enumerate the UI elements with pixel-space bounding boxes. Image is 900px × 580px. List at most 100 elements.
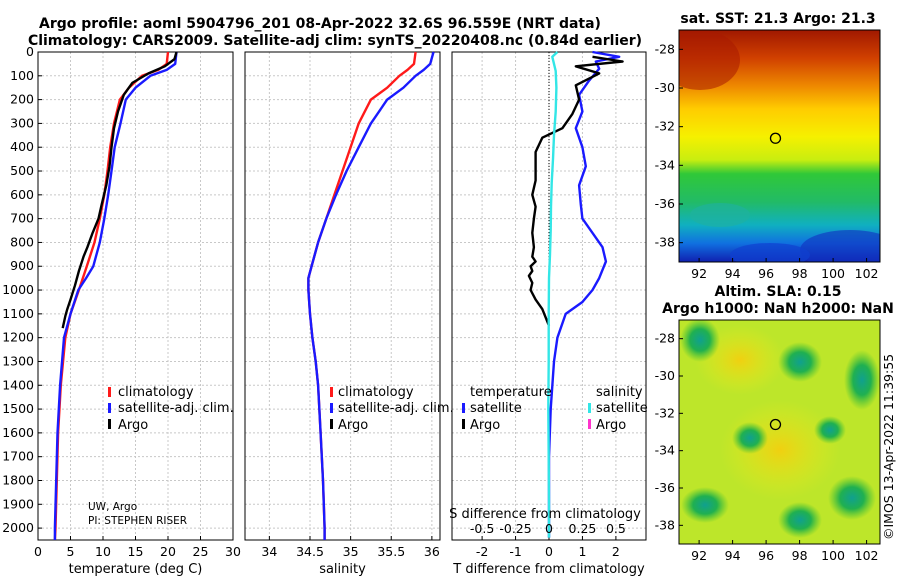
x-tick-label: 2 xyxy=(612,544,620,559)
legend-title-temperature: temperature xyxy=(470,385,552,400)
map-x-tick-label: 98 xyxy=(792,548,808,563)
sla-eddy xyxy=(814,416,846,444)
x-tick-label: 10 xyxy=(95,544,111,559)
top-tick-label: -0.5 xyxy=(470,521,494,536)
y-tick-label: 200 xyxy=(10,92,34,107)
sla-map-ticks: 92 94 96 98 100 102 -28 -30 -32 -34 -36 -38 xyxy=(655,331,879,563)
legend-label-argo: Argo xyxy=(118,418,148,433)
y-tick-label: 900 xyxy=(10,258,34,273)
legend-label-climatology: climatology xyxy=(118,385,194,400)
y-tick-label: 1100 xyxy=(2,306,34,321)
legend-swatch-climatology xyxy=(108,387,111,397)
legend-label-argo: Argo xyxy=(338,418,368,433)
series-line-temperature-argo xyxy=(527,55,624,327)
sla-map-frame xyxy=(678,319,881,545)
difference-legend: temperature satellite Argo salinity sate… xyxy=(462,385,648,433)
sla-eddy xyxy=(680,320,720,362)
sla-eddy xyxy=(778,342,822,382)
series-line-climatology xyxy=(307,51,417,540)
temperature-legend: climatology satellite-adj. clim. Argo xyxy=(108,385,234,433)
x-tick-label: 5 xyxy=(67,544,75,559)
y-tick-label: 100 xyxy=(10,68,34,83)
annotation-source: UW, Argo xyxy=(88,501,137,513)
legend-swatch-sal-argo xyxy=(588,419,591,429)
y-tick-label: 2000 xyxy=(2,520,34,535)
x-axis-label: salinity xyxy=(319,562,366,577)
sst-teal-patch xyxy=(690,203,750,227)
map-x-tick-label: 96 xyxy=(758,266,774,281)
x-axis-label: temperature (deg C) xyxy=(69,562,203,577)
map-x-tick-label: 102 xyxy=(855,266,879,281)
sla-eddy xyxy=(778,502,822,538)
sla-eddy xyxy=(681,487,729,523)
map-x-tick-label: 98 xyxy=(792,266,808,281)
top-axis-ticks: -0.5 -0.25 0 0.25 0.5 xyxy=(470,521,626,536)
legend-title-salinity: salinity xyxy=(596,385,643,400)
sst-cold-patch xyxy=(730,243,810,262)
sla-eddy xyxy=(828,476,876,520)
legend-swatch-argo xyxy=(108,419,111,429)
sst-map-frame xyxy=(678,29,881,263)
sla-map xyxy=(679,320,880,544)
legend-label-temp-satellite: satellite xyxy=(470,401,522,416)
legend-swatch-temp-satellite xyxy=(462,403,465,413)
axes-frame xyxy=(244,51,441,541)
series-line-salinity-satellite xyxy=(547,51,559,538)
map-x-tick-label: 96 xyxy=(758,548,774,563)
sst-warm-patch xyxy=(679,30,740,90)
y-tick-label: 1700 xyxy=(2,449,34,464)
y-tick-label: 0 xyxy=(26,44,34,59)
x-tick-label: -1 xyxy=(509,544,521,559)
top-tick-label: 0 xyxy=(545,521,553,536)
y-tick-label: 1600 xyxy=(2,425,34,440)
legend-label-sal-argo: Argo xyxy=(596,418,626,433)
temperature-panel: 0 5 10 15 20 25 30 temperature (deg C) 0 100 200 30… xyxy=(2,44,241,577)
x-tick-label: 1 xyxy=(578,544,586,559)
map-x-tick-label: 92 xyxy=(691,266,707,281)
x-tick-label: -2 xyxy=(476,544,488,559)
y-tick-label: 1500 xyxy=(2,401,34,416)
map-x-tick-label: 100 xyxy=(821,266,845,281)
y-tick-label: 1400 xyxy=(2,377,34,392)
map-y-tick-label: -34 xyxy=(655,157,675,172)
x-tick-label: 36 xyxy=(424,544,440,559)
salinity-panel: 34 34.5 35 35.5 36 salinity xyxy=(244,51,441,577)
series-line-satellite-adj-clim- xyxy=(307,51,435,540)
top-tick-label: -0.25 xyxy=(499,521,531,536)
sla-map-title-1: Altim. SLA: 0.15 xyxy=(714,284,841,300)
sst-map-ticks: 92 94 96 98 100 102 -28 -30 -32 -34 -36 -38 xyxy=(655,41,879,281)
legend-swatch-argo xyxy=(330,419,333,429)
legend-label-satellite: satellite-adj. clim. xyxy=(338,401,454,416)
map-y-tick-label: -28 xyxy=(655,41,675,56)
x-tick-label: 34 xyxy=(261,544,277,559)
legend-swatch-satellite xyxy=(108,403,111,413)
title-line-2: Climatology: CARS2009. Satellite-adj cli… xyxy=(28,33,642,49)
map-y-tick-label: -38 xyxy=(655,235,675,250)
legend-swatch-climatology xyxy=(330,387,333,397)
y-tick-label: 1300 xyxy=(2,353,34,368)
series-line-temperature-satellite xyxy=(547,50,621,538)
legend-label-satellite: satellite-adj. clim. xyxy=(118,401,234,416)
x-axis-label: T difference from climatology xyxy=(452,562,645,577)
annotation-pi: PI: STEPHEN RISER xyxy=(88,515,187,527)
map-y-tick-label: -36 xyxy=(655,196,675,211)
y-tick-label: 1800 xyxy=(2,472,34,487)
legend-label-temp-argo: Argo xyxy=(470,418,500,433)
top-tick-label: 0.5 xyxy=(606,521,626,536)
x-tick-label: 0 xyxy=(545,544,553,559)
series-line-satellite-adj-clim- xyxy=(53,51,178,540)
y-tick-label: 400 xyxy=(10,139,34,154)
profile-location-marker xyxy=(769,132,782,144)
y-tick-label: 1200 xyxy=(2,330,34,345)
x-tick-label: 35 xyxy=(343,544,359,559)
map-y-tick-label: -32 xyxy=(655,119,675,134)
legend-swatch-sal-satellite xyxy=(588,403,591,413)
map-y-tick-label: -38 xyxy=(655,517,675,532)
x-tick-label: 25 xyxy=(193,544,209,559)
map-x-tick-label: 92 xyxy=(691,548,707,563)
x-tick-label: 20 xyxy=(160,544,176,559)
map-x-tick-label: 100 xyxy=(821,548,845,563)
sla-eddy xyxy=(844,350,880,410)
legend-swatch-satellite xyxy=(330,403,333,413)
sla-high-patch xyxy=(720,400,840,500)
